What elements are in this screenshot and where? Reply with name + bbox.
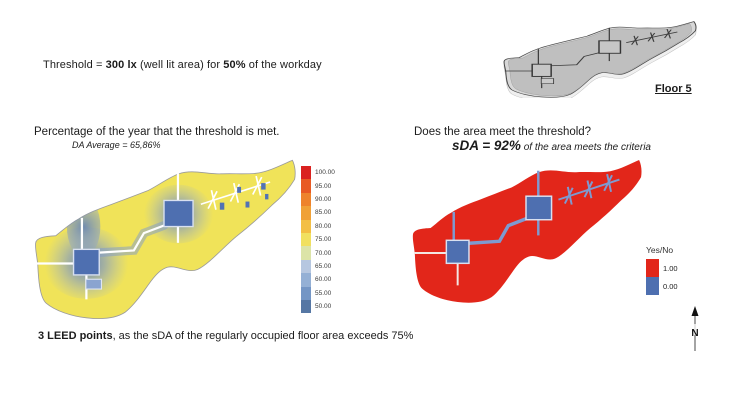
leed-points: 3 LEED points — [38, 330, 113, 342]
sda-legend-label: 0.00 — [663, 281, 678, 291]
da-legend-label: 100.00 — [315, 169, 335, 177]
da-legend-swatch — [301, 166, 311, 180]
north-arrowhead-icon — [691, 306, 699, 316]
floor-inner-plate — [508, 23, 692, 97]
interior-walls — [413, 170, 620, 286]
da-legend-label: 85.00 — [315, 209, 332, 217]
core-square-2 — [525, 195, 553, 221]
da-legend-swatch-row: 65.00 — [301, 259, 335, 274]
da-legend-label: 65.00 — [315, 262, 332, 270]
da-legend: 100.00 95.00 90.00 85.00 80.00 75.00 70.00 65.0… — [301, 166, 335, 314]
north-arrow: N — [689, 306, 701, 351]
core-annex-box — [540, 78, 555, 84]
low-value-patches — [219, 183, 269, 210]
da-legend-swatch-row: 80.00 — [301, 219, 335, 233]
core-square-2 — [598, 40, 622, 54]
da-legend-swatch-row: 100.00 — [301, 166, 335, 180]
da-average-annotation: DA Average = 65,86% — [72, 140, 161, 150]
north-label: N — [691, 328, 698, 339]
sda-legend-swatch-row: 1.00 — [646, 259, 678, 277]
da-legend-swatch — [301, 232, 311, 247]
da-legend-swatch-row: 95.00 — [301, 179, 335, 193]
da-legend-swatch-row: 50.00 — [301, 299, 335, 314]
core-square-1 — [445, 239, 470, 265]
da-legend-swatch — [301, 259, 311, 274]
da-legend-swatch-row: 75.00 — [301, 232, 335, 247]
da-legend-swatch — [301, 286, 311, 300]
sda-legend-title: Yes/No — [646, 245, 674, 255]
da-legend-swatch — [301, 219, 311, 233]
threshold-text: Threshold = 300 lx (well lit area) for 5… — [43, 59, 322, 71]
core-square-1 — [531, 63, 552, 77]
da-legend-label: 90.00 — [315, 195, 332, 203]
sda-legend-swatch — [646, 277, 659, 295]
da-panel-title: Percentage of the year that the threshol… — [34, 126, 280, 138]
reference-floorplan-image — [503, 21, 697, 98]
sda-panel-title: Does the area meet the threshold? — [414, 126, 592, 138]
core-square-1 — [72, 248, 100, 276]
sda-legend-swatch-row: 0.00 — [646, 277, 678, 295]
da-legend-label: 70.00 — [315, 249, 332, 257]
sda-legend-swatch — [646, 259, 659, 277]
da-legend-label: 95.00 — [315, 182, 332, 190]
sda-heatmap — [412, 159, 642, 303]
threshold-middle: (well lit area) for — [136, 59, 224, 71]
leed-note: 3 LEED points, as the sDA of the regular… — [38, 330, 413, 342]
interior-walls — [504, 27, 678, 89]
threshold-prefix: Threshold = — [43, 59, 106, 71]
da-legend-label: 60.00 — [315, 276, 332, 284]
da-legend-swatch — [301, 246, 311, 260]
sda-value-suffix: of the area meets the criteria — [520, 142, 651, 153]
da-legend-swatch-row: 60.00 — [301, 273, 335, 287]
da-legend-swatch — [301, 179, 311, 193]
da-heatmap — [35, 159, 296, 319]
da-legend-swatch — [301, 273, 311, 287]
da-legend-label: 75.00 — [315, 236, 332, 244]
threshold-suffix: of the workday — [245, 59, 322, 71]
da-legend-label: 80.00 — [315, 222, 332, 230]
da-legend-swatch — [301, 192, 311, 207]
sda-legend: Yes/No 1.00 0.00 — [646, 245, 678, 295]
da-legend-swatch-row: 85.00 — [301, 206, 335, 220]
da-legend-swatch-row: 90.00 — [301, 192, 335, 207]
da-legend-swatch-row: 55.00 — [301, 286, 335, 300]
floor-label: Floor 5 — [655, 83, 692, 95]
da-legend-swatch — [301, 206, 311, 220]
sda-value: sDA = 92% — [452, 138, 521, 153]
da-legend-swatch — [301, 299, 311, 314]
leed-note-rest: , as the sDA of the regularly occupied f… — [112, 330, 414, 342]
da-legend-rows: 100.00 95.00 90.00 85.00 80.00 75.00 70.00 65.0… — [301, 166, 335, 314]
da-legend-label: 50.00 — [315, 303, 332, 311]
sda-legend-rows: 1.00 0.00 — [646, 259, 678, 295]
core-square-2 — [163, 199, 194, 228]
threshold-percent: 50% — [223, 59, 246, 71]
threshold-lux: 300 lx — [105, 59, 137, 71]
core-annex-box — [85, 278, 103, 290]
da-legend-swatch-row: 70.00 — [301, 246, 335, 260]
sda-value-annotation: sDA = 92% of the area meets the criteria — [452, 138, 651, 153]
sda-legend-label: 1.00 — [663, 263, 678, 273]
da-legend-label: 55.00 — [315, 289, 332, 297]
floor-outline — [412, 159, 642, 303]
